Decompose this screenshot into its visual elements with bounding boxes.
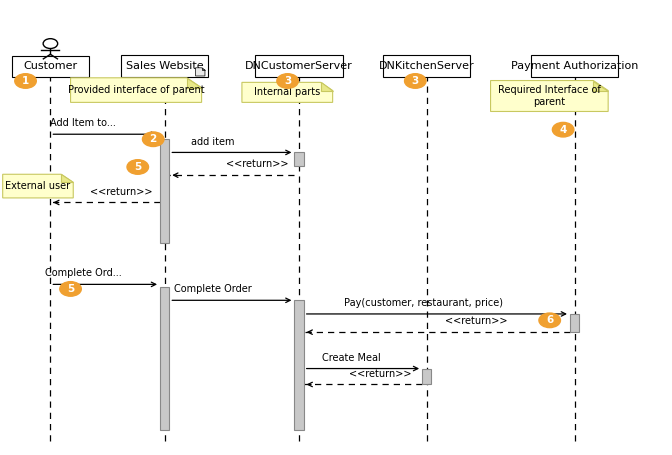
Polygon shape	[3, 174, 73, 198]
Text: 5: 5	[67, 284, 74, 294]
FancyBboxPatch shape	[383, 55, 470, 77]
Text: <<return>>: <<return>>	[226, 159, 288, 169]
Polygon shape	[202, 68, 205, 70]
Circle shape	[552, 122, 574, 137]
Text: DNCustomerServer: DNCustomerServer	[245, 61, 353, 71]
Circle shape	[127, 160, 149, 174]
Text: Complete Ord...: Complete Ord...	[45, 268, 122, 278]
Text: <<return>>: <<return>>	[349, 369, 412, 379]
Text: <<return>>: <<return>>	[446, 316, 508, 326]
FancyBboxPatch shape	[160, 287, 169, 430]
FancyBboxPatch shape	[294, 300, 304, 430]
Circle shape	[539, 313, 560, 328]
FancyBboxPatch shape	[11, 56, 89, 77]
Text: Provided interface of parent: Provided interface of parent	[68, 85, 204, 95]
Text: 2: 2	[150, 134, 157, 144]
Polygon shape	[491, 81, 608, 111]
Polygon shape	[61, 174, 73, 182]
Polygon shape	[321, 82, 333, 91]
Text: Add Item to...: Add Item to...	[50, 118, 116, 128]
FancyBboxPatch shape	[531, 55, 618, 77]
Circle shape	[142, 132, 164, 147]
Text: DNKitchenServer: DNKitchenServer	[379, 61, 474, 71]
Text: add item: add item	[192, 136, 235, 147]
Text: 4: 4	[560, 125, 566, 135]
Text: 6: 6	[546, 315, 553, 325]
Polygon shape	[196, 68, 205, 76]
Circle shape	[15, 74, 36, 88]
FancyBboxPatch shape	[255, 55, 343, 77]
Text: External user: External user	[5, 181, 71, 191]
FancyBboxPatch shape	[160, 139, 169, 243]
Circle shape	[43, 39, 58, 49]
Text: Sales Website: Sales Website	[126, 61, 204, 71]
Text: 3: 3	[412, 76, 419, 86]
Text: Pay(customer, restaurant, price): Pay(customer, restaurant, price)	[344, 298, 503, 308]
FancyBboxPatch shape	[570, 314, 579, 332]
FancyBboxPatch shape	[121, 55, 208, 77]
Circle shape	[277, 74, 298, 88]
Text: <<return>>: <<return>>	[90, 187, 153, 197]
Polygon shape	[187, 78, 202, 88]
FancyBboxPatch shape	[422, 369, 431, 384]
Text: Internal parts: Internal parts	[254, 87, 321, 97]
Text: 3: 3	[284, 76, 291, 86]
Circle shape	[60, 282, 81, 296]
Circle shape	[405, 74, 426, 88]
Polygon shape	[242, 82, 333, 102]
Text: 5: 5	[134, 162, 141, 172]
Text: Create Meal: Create Meal	[322, 353, 380, 363]
Text: Required Interface of
parent: Required Interface of parent	[498, 85, 601, 107]
Text: Customer: Customer	[24, 61, 77, 71]
Text: Complete Order: Complete Order	[174, 284, 252, 294]
Polygon shape	[593, 81, 608, 91]
FancyBboxPatch shape	[294, 152, 304, 166]
Text: 1: 1	[22, 76, 29, 86]
Text: Payment Authorization: Payment Authorization	[511, 61, 638, 71]
Polygon shape	[71, 78, 202, 102]
